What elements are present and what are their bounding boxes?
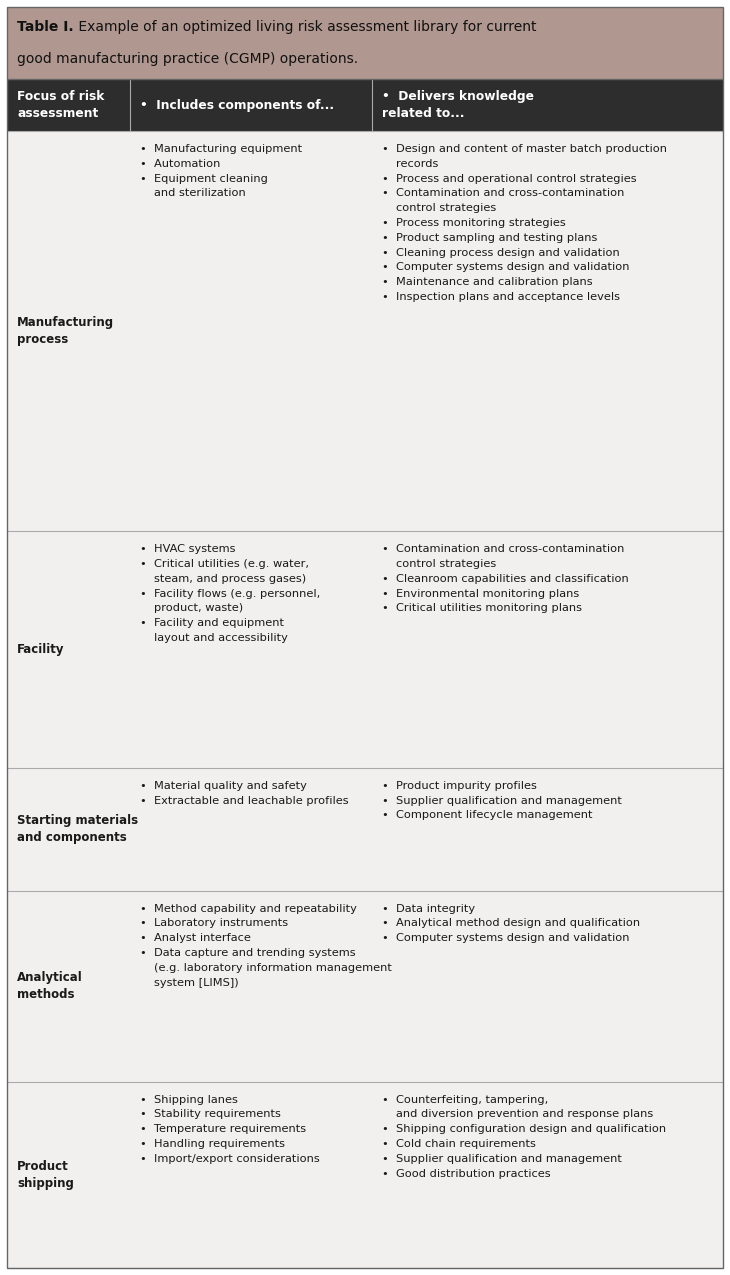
Text: •  Stability requirements: • Stability requirements bbox=[140, 1109, 281, 1119]
Bar bbox=[7, 768, 723, 890]
Text: Table I.: Table I. bbox=[17, 20, 74, 34]
Text: product, waste): product, waste) bbox=[154, 603, 243, 613]
Text: Analytical
methods: Analytical methods bbox=[17, 972, 82, 1001]
Text: records: records bbox=[396, 159, 439, 168]
Text: Product
shipping: Product shipping bbox=[17, 1160, 74, 1190]
Text: steam, and process gases): steam, and process gases) bbox=[154, 574, 307, 584]
Text: and diversion prevention and response plans: and diversion prevention and response pl… bbox=[396, 1109, 653, 1119]
Text: •  Method capability and repeatability: • Method capability and repeatability bbox=[140, 904, 357, 913]
Text: •  Supplier qualification and management: • Supplier qualification and management bbox=[383, 796, 622, 806]
Text: •  Process monitoring strategies: • Process monitoring strategies bbox=[383, 218, 566, 228]
Text: •  Contamination and cross-contamination: • Contamination and cross-contamination bbox=[383, 544, 625, 555]
Bar bbox=[7, 6, 723, 79]
Text: •  HVAC systems: • HVAC systems bbox=[140, 544, 236, 555]
Text: and sterilization: and sterilization bbox=[154, 189, 246, 199]
Text: •  Maintenance and calibration plans: • Maintenance and calibration plans bbox=[383, 277, 593, 287]
Text: (e.g. laboratory information management: (e.g. laboratory information management bbox=[154, 963, 392, 973]
Text: •  Analyst interface: • Analyst interface bbox=[140, 933, 251, 944]
Text: •  Design and content of master batch production: • Design and content of master batch pro… bbox=[383, 144, 667, 154]
Bar bbox=[7, 890, 723, 1081]
Text: •  Automation: • Automation bbox=[140, 159, 220, 168]
Text: •  Cold chain requirements: • Cold chain requirements bbox=[383, 1139, 536, 1149]
Text: •  Includes components of...: • Includes components of... bbox=[140, 98, 334, 111]
Text: •  Analytical method design and qualification: • Analytical method design and qualifica… bbox=[383, 918, 640, 928]
Text: •  Environmental monitoring plans: • Environmental monitoring plans bbox=[383, 589, 580, 599]
Text: •  Extractable and leachable profiles: • Extractable and leachable profiles bbox=[140, 796, 349, 806]
Text: •  Shipping lanes: • Shipping lanes bbox=[140, 1094, 238, 1104]
Text: layout and accessibility: layout and accessibility bbox=[154, 632, 288, 643]
Text: control strategies: control strategies bbox=[396, 203, 496, 213]
Text: •  Manufacturing equipment: • Manufacturing equipment bbox=[140, 144, 302, 154]
Text: •  Cleaning process design and validation: • Cleaning process design and validation bbox=[383, 247, 620, 258]
Text: Example of an optimized living risk assessment library for current: Example of an optimized living risk asse… bbox=[74, 20, 536, 34]
Text: control strategies: control strategies bbox=[396, 558, 496, 569]
Text: •  Cleanroom capabilities and classification: • Cleanroom capabilities and classificat… bbox=[383, 574, 629, 584]
Bar bbox=[7, 532, 723, 768]
Text: Focus of risk
assessment: Focus of risk assessment bbox=[17, 91, 104, 120]
Text: •  Computer systems design and validation: • Computer systems design and validation bbox=[383, 933, 630, 944]
Text: •  Computer systems design and validation: • Computer systems design and validation bbox=[383, 263, 630, 273]
Text: •  Equipment cleaning: • Equipment cleaning bbox=[140, 173, 268, 184]
Text: Manufacturing
process: Manufacturing process bbox=[17, 316, 114, 346]
Text: good manufacturing practice (CGMP) operations.: good manufacturing practice (CGMP) opera… bbox=[17, 52, 358, 66]
Bar bbox=[7, 131, 723, 532]
Text: •  Component lifecycle management: • Component lifecycle management bbox=[383, 811, 593, 820]
Text: •  Product impurity profiles: • Product impurity profiles bbox=[383, 780, 537, 790]
Text: •  Handling requirements: • Handling requirements bbox=[140, 1139, 285, 1149]
Text: •  Data integrity: • Data integrity bbox=[383, 904, 475, 913]
Text: system [LIMS]): system [LIMS]) bbox=[154, 978, 239, 988]
Text: •  Counterfeiting, tampering,: • Counterfeiting, tampering, bbox=[383, 1094, 548, 1104]
Text: •  Data capture and trending systems: • Data capture and trending systems bbox=[140, 947, 356, 958]
Text: •  Process and operational control strategies: • Process and operational control strate… bbox=[383, 173, 637, 184]
Text: •  Import/export considerations: • Import/export considerations bbox=[140, 1154, 320, 1164]
Text: •  Laboratory instruments: • Laboratory instruments bbox=[140, 918, 288, 928]
Text: •  Contamination and cross-contamination: • Contamination and cross-contamination bbox=[383, 189, 625, 199]
Text: Starting materials
and components: Starting materials and components bbox=[17, 815, 138, 844]
Text: •  Critical utilities (e.g. water,: • Critical utilities (e.g. water, bbox=[140, 558, 309, 569]
Text: •  Product sampling and testing plans: • Product sampling and testing plans bbox=[383, 233, 598, 242]
Text: •  Inspection plans and acceptance levels: • Inspection plans and acceptance levels bbox=[383, 292, 620, 302]
Text: •  Critical utilities monitoring plans: • Critical utilities monitoring plans bbox=[383, 603, 582, 613]
Bar bbox=[7, 1081, 723, 1269]
Text: •  Shipping configuration design and qualification: • Shipping configuration design and qual… bbox=[383, 1125, 666, 1135]
Text: •  Good distribution practices: • Good distribution practices bbox=[383, 1168, 550, 1178]
Text: •  Facility flows (e.g. personnel,: • Facility flows (e.g. personnel, bbox=[140, 589, 320, 599]
Text: Facility: Facility bbox=[17, 643, 64, 655]
Bar bbox=[7, 79, 723, 131]
Text: •  Supplier qualification and management: • Supplier qualification and management bbox=[383, 1154, 622, 1164]
Text: •  Facility and equipment: • Facility and equipment bbox=[140, 618, 284, 629]
Text: •  Material quality and safety: • Material quality and safety bbox=[140, 780, 307, 790]
Text: •  Temperature requirements: • Temperature requirements bbox=[140, 1125, 307, 1135]
Text: •  Delivers knowledge
related to...: • Delivers knowledge related to... bbox=[383, 91, 534, 120]
